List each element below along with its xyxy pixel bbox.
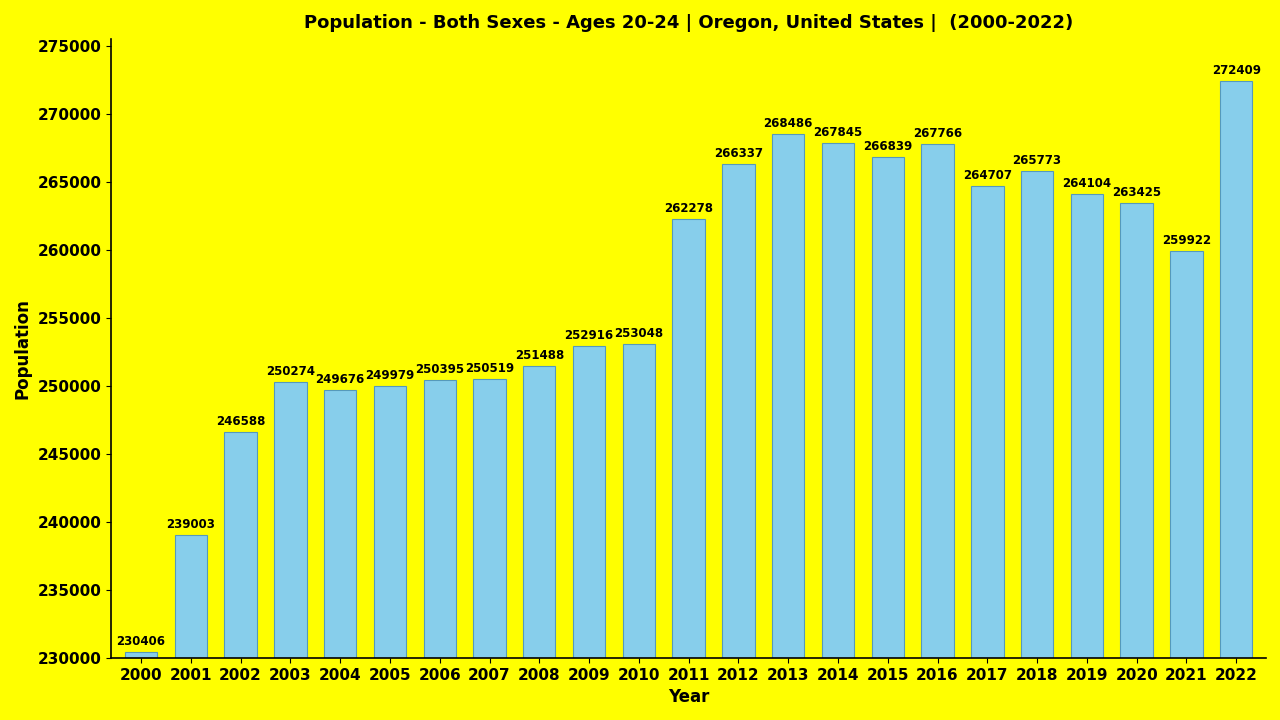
Text: 230406: 230406 xyxy=(116,635,165,648)
Bar xyxy=(524,366,556,658)
X-axis label: Year: Year xyxy=(668,688,709,706)
Bar xyxy=(1120,203,1153,658)
Bar xyxy=(822,143,854,658)
Bar xyxy=(1220,81,1252,658)
Text: 246588: 246588 xyxy=(216,415,265,428)
Text: 259922: 259922 xyxy=(1162,234,1211,247)
Text: 249676: 249676 xyxy=(316,373,365,386)
Text: 239003: 239003 xyxy=(166,518,215,531)
Bar xyxy=(374,386,406,658)
Bar xyxy=(324,390,356,658)
Text: 262278: 262278 xyxy=(664,202,713,215)
Bar xyxy=(424,380,456,658)
Text: 272409: 272409 xyxy=(1212,64,1261,77)
Bar xyxy=(474,379,506,658)
Bar xyxy=(573,346,605,658)
Bar xyxy=(224,432,257,658)
Bar xyxy=(174,536,207,658)
Text: 267766: 267766 xyxy=(913,127,963,140)
Bar xyxy=(622,344,655,658)
Bar xyxy=(1170,251,1203,658)
Bar xyxy=(722,163,755,658)
Text: 250274: 250274 xyxy=(266,365,315,378)
Text: 250395: 250395 xyxy=(415,364,465,377)
Bar xyxy=(1070,194,1103,658)
Text: 252916: 252916 xyxy=(564,329,613,342)
Text: 250519: 250519 xyxy=(465,361,515,374)
Text: 268486: 268486 xyxy=(763,117,813,130)
Text: 253048: 253048 xyxy=(614,328,663,341)
Text: 266839: 266839 xyxy=(863,140,913,153)
Text: 267845: 267845 xyxy=(813,126,863,139)
Text: 263425: 263425 xyxy=(1112,186,1161,199)
Bar xyxy=(772,135,804,658)
Bar xyxy=(972,186,1004,658)
Bar xyxy=(1021,171,1053,658)
Text: 265773: 265773 xyxy=(1012,154,1061,167)
Bar xyxy=(872,157,904,658)
Bar xyxy=(274,382,307,658)
Bar xyxy=(125,652,157,658)
Text: 249979: 249979 xyxy=(365,369,415,382)
Text: 251488: 251488 xyxy=(515,348,564,361)
Bar xyxy=(922,144,954,658)
Text: 264104: 264104 xyxy=(1062,177,1111,190)
Text: 266337: 266337 xyxy=(714,147,763,160)
Bar xyxy=(672,219,705,658)
Text: 264707: 264707 xyxy=(963,168,1011,181)
Title: Population - Both Sexes - Ages 20-24 | Oregon, United States |  (2000-2022): Population - Both Sexes - Ages 20-24 | O… xyxy=(305,14,1073,32)
Y-axis label: Population: Population xyxy=(14,298,32,399)
